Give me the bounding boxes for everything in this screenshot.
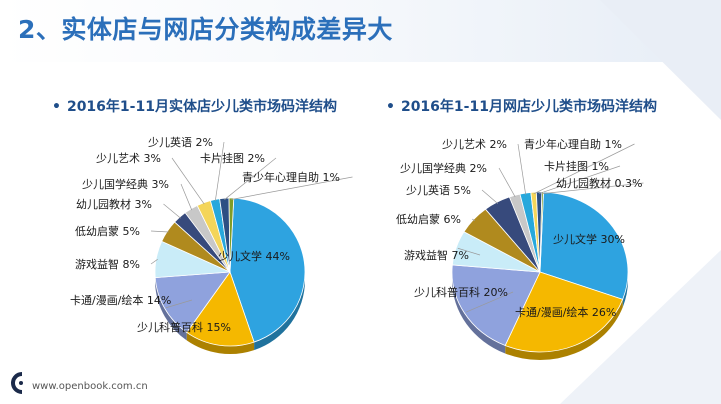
pie-data-label: 游戏益智 8% — [75, 257, 140, 271]
pie-slice-side — [155, 277, 187, 341]
pie-data-label: 少儿英语 2% — [148, 135, 213, 149]
pie-chart-online: 少儿文学 30% 卡通/漫画/绘本 26% 少儿科普百科 20% 游戏益智 7% 低幼启… — [396, 137, 644, 360]
pie-slice — [451, 264, 541, 346]
pie-data-label: 青少年心理自助 1% — [524, 137, 622, 151]
leader-line — [539, 165, 621, 194]
pie-slice — [186, 271, 255, 347]
pie-data-label: 少儿科普百科 15% — [137, 320, 231, 334]
pie-data-label: 少儿文学 44% — [218, 249, 290, 263]
pie-slice — [229, 197, 306, 343]
pie-data-label: 幼儿园教材 0.3% — [556, 176, 642, 190]
leader-line — [471, 218, 476, 221]
pie-slice-side — [505, 299, 623, 360]
pie-slice — [539, 191, 629, 300]
leader-line — [481, 189, 499, 204]
pie-data-label: 卡通/漫画/绘本 26% — [515, 305, 616, 319]
openbook-logo-icon — [11, 372, 23, 394]
chart-title-online-text: 2016年1-11月网店少儿类市场码洋结构 — [400, 99, 657, 115]
pie-data-label: 青少年心理自助 1% — [242, 170, 340, 184]
pie-data-label: 少儿国学经典 2% — [400, 161, 487, 175]
pie-slice-side — [622, 272, 628, 308]
bullet-icon: • — [52, 99, 61, 115]
leader-line — [171, 157, 205, 205]
pie-data-label: 少儿科普百科 20% — [414, 285, 508, 299]
leader-line — [150, 259, 158, 265]
chart-title-store: • 2016年1-11月实体店少儿类市场码洋结构 — [52, 96, 337, 116]
pie-data-label: 低幼启蒙 5% — [75, 225, 140, 238]
leader-line — [533, 143, 635, 195]
leader-line — [165, 299, 193, 309]
pie-data-label: 少儿艺术 3% — [96, 152, 161, 165]
pie-data-label: 游戏益智 7% — [404, 248, 469, 262]
leader-line — [180, 183, 193, 211]
pie-data-label: 少儿艺术 2% — [442, 138, 507, 151]
pie-data-label: 少儿文学 30% — [553, 232, 625, 246]
pie-slice — [504, 271, 624, 353]
footer-url: www.openbook.com.cn — [32, 381, 148, 392]
leader-line — [465, 291, 514, 313]
leader-line — [457, 247, 481, 256]
pie-slice-side — [254, 272, 305, 351]
chart-title-store-text: 2016年1-11月实体店少儿类市场码洋结构 — [66, 99, 337, 115]
pie-data-label: 卡片挂图 2% — [200, 151, 265, 165]
leader-line — [150, 230, 169, 233]
pie-slice-side — [452, 272, 506, 354]
pie-data-label: 少儿国学经典 3% — [82, 177, 169, 191]
page-title: 2、实体店与网店分类构成差异大 — [18, 15, 393, 44]
pie-slice-side — [186, 332, 255, 354]
chart-title-online: • 2016年1-11月网店少儿类市场码洋结构 — [386, 96, 657, 116]
leader-line — [224, 157, 277, 200]
leader-line — [498, 167, 516, 198]
pie-data-label: 少儿英语 5% — [406, 183, 471, 197]
pie-data-label: 卡通/漫画/绘本 14% — [70, 293, 171, 307]
bullet-icon: • — [386, 99, 395, 115]
pie-data-label: 幼儿园教材 3% — [76, 197, 152, 211]
leader-line — [214, 141, 225, 201]
leader-line — [231, 176, 353, 200]
leader-line — [163, 203, 181, 219]
pie-slice — [228, 197, 235, 273]
pie-data-label: 卡片挂图 1% — [544, 159, 609, 173]
pie-chart-store: 少儿文学 44% 少儿科普百科 15% 卡通/漫画/绘本 14% 游戏益智 8% 低幼启… — [70, 135, 353, 354]
pie-data-label: 低幼启蒙 6% — [396, 213, 461, 226]
leader-line — [517, 143, 527, 195]
pie-slice — [154, 271, 231, 333]
leader-line — [542, 182, 644, 194]
